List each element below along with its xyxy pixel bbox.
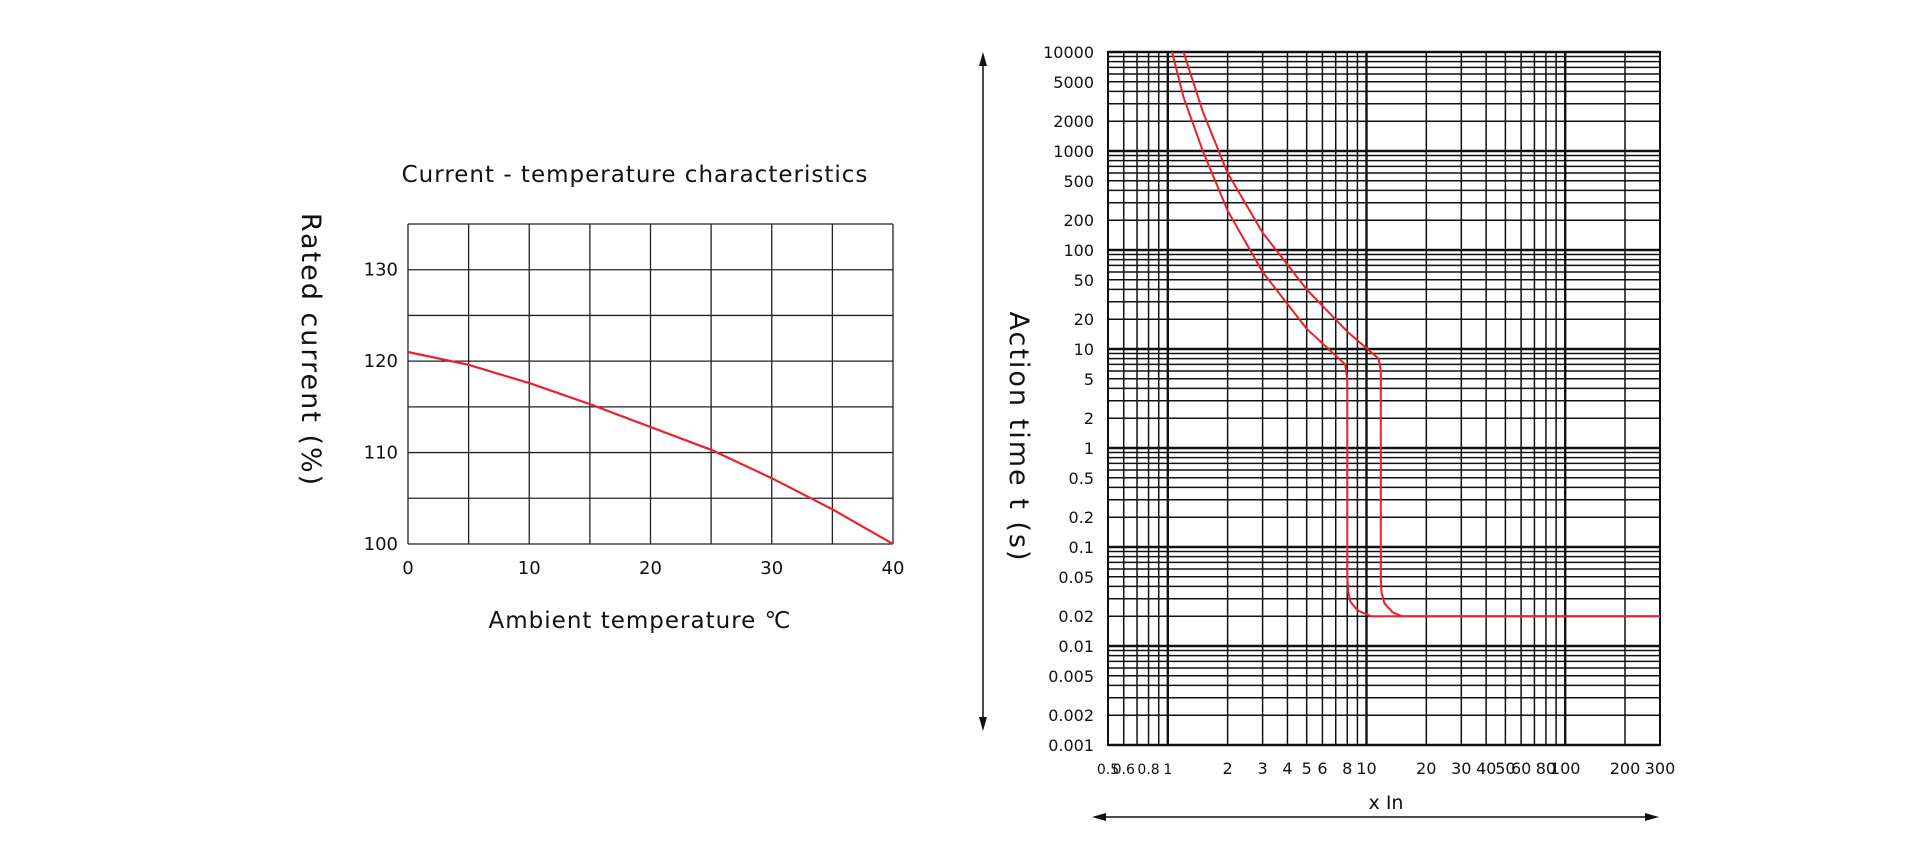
y-tick-label: 0.5 bbox=[1069, 469, 1094, 488]
y-tick-label: 2 bbox=[1084, 409, 1094, 428]
x-tick-label: 8 bbox=[1342, 759, 1352, 778]
y-tick-label: 1000 bbox=[1053, 142, 1094, 161]
x-tick-label: 30 bbox=[760, 558, 783, 579]
x-tick-label: 2 bbox=[1223, 759, 1233, 778]
tripping-curve-upper bbox=[1182, 51, 1660, 618]
tripping-chart-x-label: x In bbox=[1369, 792, 1404, 814]
x-tick-label: 0.8 bbox=[1137, 762, 1159, 778]
tripping-chart-grid bbox=[1107, 50, 1661, 747]
y-tick-label: 1 bbox=[1084, 439, 1094, 458]
y-axis-arrow bbox=[979, 52, 987, 731]
x-tick-label: 10 bbox=[518, 558, 541, 579]
temperature-chart-x-label: Ambient temperature ℃ bbox=[489, 608, 792, 634]
y-tick-label: 0.002 bbox=[1048, 706, 1094, 725]
y-tick-label: 5 bbox=[1084, 370, 1094, 389]
y-tick-label: 130 bbox=[364, 260, 398, 281]
y-tick-label: 10 bbox=[1074, 340, 1094, 359]
x-tick-label: 5 bbox=[1302, 759, 1312, 778]
y-tick-label: 120 bbox=[364, 351, 398, 372]
x-tick-label: 20 bbox=[1416, 759, 1436, 778]
x-tick-label: 80 bbox=[1536, 759, 1556, 778]
y-tick-label: 100 bbox=[1063, 241, 1094, 260]
x-tick-label: 0.6 bbox=[1113, 762, 1135, 778]
x-tick-label: 0.5 bbox=[1097, 762, 1119, 778]
y-tick-label: 5000 bbox=[1053, 73, 1094, 92]
x-tick-label: 6 bbox=[1317, 759, 1327, 778]
plot-frame bbox=[1107, 51, 1661, 746]
y-tick-label: 50 bbox=[1074, 271, 1094, 290]
tripping-curve-lower bbox=[1171, 51, 1660, 618]
temperature-chart-x-ticks: 0 10 20 30 40 bbox=[402, 558, 904, 579]
x-tick-label: 30 bbox=[1451, 759, 1471, 778]
y-tick-label: 20 bbox=[1074, 310, 1094, 329]
temperature-chart-y-label: Rated current (%) bbox=[295, 213, 326, 487]
x-tick-label: 40 bbox=[882, 558, 905, 579]
tripping-chart-y-ticks: 0.001 0.002 0.005 0.01 0.02 0.05 0.1 0.2 0.5 1 2 5 1… bbox=[1043, 43, 1094, 755]
x-tick-label: 0 bbox=[402, 558, 413, 579]
y-tick-label: 0.005 bbox=[1048, 667, 1094, 686]
x-tick-label: 20 bbox=[639, 558, 662, 579]
y-tick-label: 0.1 bbox=[1069, 538, 1094, 557]
y-tick-label: 200 bbox=[1063, 211, 1094, 230]
y-tick-label: 0.001 bbox=[1048, 736, 1094, 755]
y-tick-label: 2000 bbox=[1053, 112, 1094, 131]
x-axis-arrow bbox=[1092, 813, 1659, 821]
y-tick-label: 0.2 bbox=[1069, 508, 1094, 527]
y-tick-label: 110 bbox=[364, 443, 398, 464]
y-tick-label: 500 bbox=[1063, 172, 1094, 191]
x-tick-label: 1 bbox=[1163, 762, 1172, 778]
temperature-derating-curve bbox=[407, 350, 894, 545]
x-tick-label: 50 bbox=[1495, 759, 1515, 778]
x-tick-label: 40 bbox=[1476, 759, 1496, 778]
tripping-curves bbox=[1171, 51, 1660, 618]
x-tick-label: 300 bbox=[1645, 759, 1676, 778]
y-tick-label: 0.05 bbox=[1058, 568, 1094, 587]
x-tick-label: 4 bbox=[1282, 759, 1292, 778]
y-tick-label: 0.01 bbox=[1058, 637, 1094, 656]
temperature-chart-grid bbox=[407, 223, 894, 545]
tripping-chart-y-label: Action time t (s) bbox=[1003, 311, 1034, 562]
x-tick-label: 100 bbox=[1550, 759, 1581, 778]
temperature-chart-y-ticks: 100 110 120 130 bbox=[364, 260, 398, 555]
x-tick-label: 3 bbox=[1258, 759, 1268, 778]
x-tick-label: 200 bbox=[1610, 759, 1641, 778]
x-tick-label: 60 bbox=[1511, 759, 1531, 778]
temperature-chart-title: Current - temperature characteristics bbox=[402, 162, 869, 188]
y-tick-label: 0.02 bbox=[1058, 607, 1094, 626]
y-tick-label: 10000 bbox=[1043, 43, 1094, 62]
x-tick-label: 10 bbox=[1356, 759, 1376, 778]
y-tick-label: 100 bbox=[364, 534, 398, 555]
